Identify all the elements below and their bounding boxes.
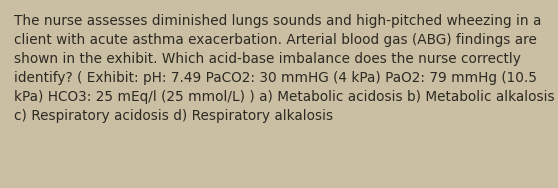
Text: The nurse assesses diminished lungs sounds and high-pitched wheezing in a client: The nurse assesses diminished lungs soun…: [14, 14, 555, 123]
